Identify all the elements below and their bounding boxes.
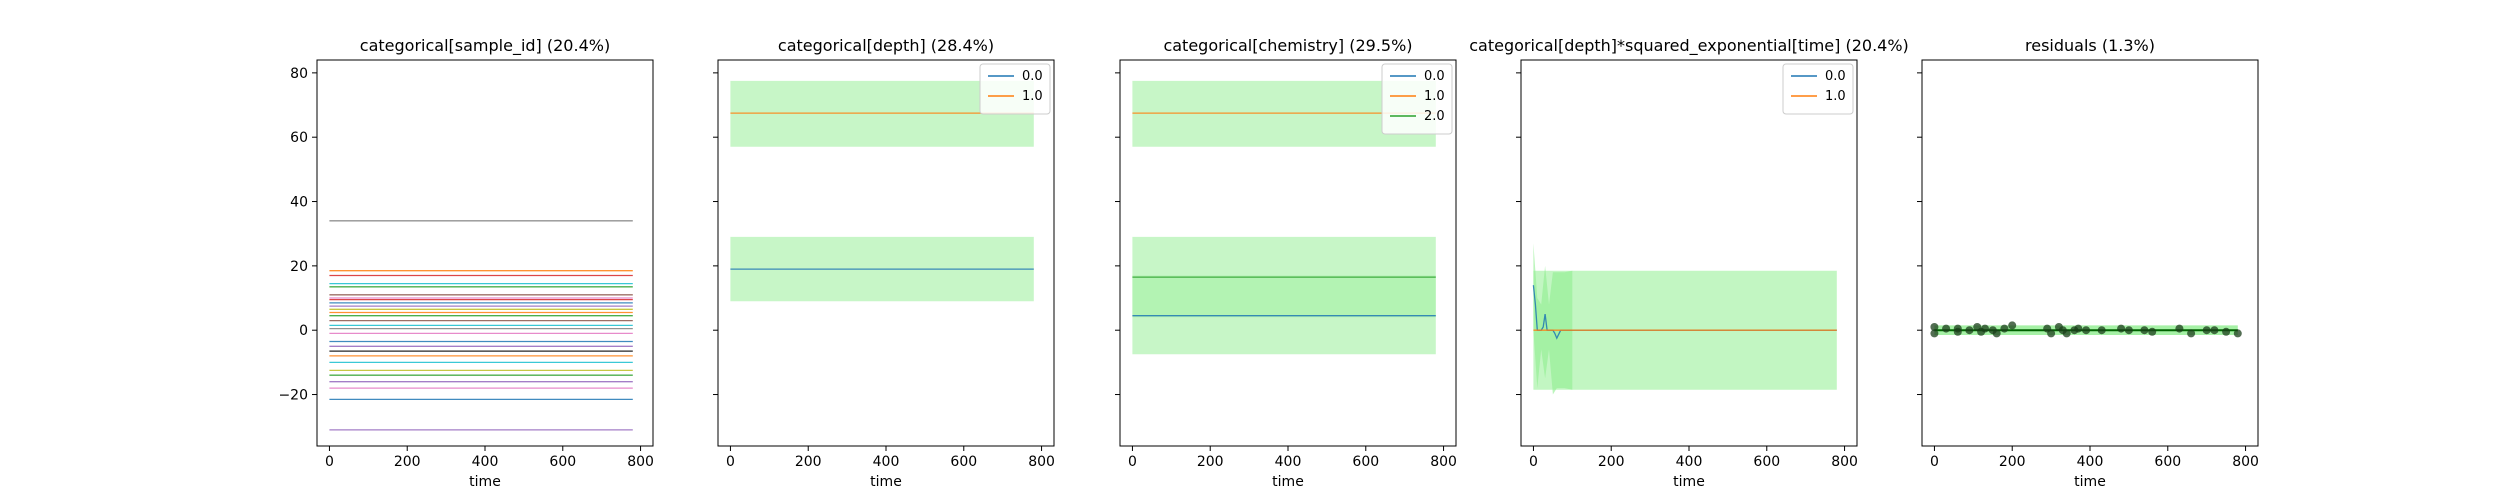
plot-area [1132, 80, 1436, 355]
confidence-band-1 [730, 80, 1034, 147]
y-tick-label: 60 [290, 130, 308, 146]
x-axis-label: time [1272, 474, 1304, 490]
x-tick-label: 400 [1275, 454, 1302, 470]
residual-point [2202, 326, 2211, 335]
y-tick-label: 20 [290, 259, 308, 275]
residual-point [2097, 326, 2106, 335]
x-tick-label: 800 [1831, 454, 1858, 470]
residual-point [1930, 329, 1939, 338]
legend-label: 0.0 [1022, 69, 1043, 84]
x-axis-label: time [1673, 474, 1705, 490]
legend-label: 1.0 [1022, 89, 1043, 104]
residual-point [2008, 321, 2017, 330]
legend: 0.0 1.0 2.0 [1381, 63, 1453, 135]
x-tick-label: 400 [2077, 454, 2104, 470]
x-tick-label: 200 [795, 454, 822, 470]
residual-point [1953, 327, 1962, 336]
residual-point [2210, 326, 2219, 335]
x-tick-label: 0 [1930, 454, 1939, 470]
residual-point [2000, 324, 2009, 333]
chart-title: categorical[chemistry] (29.5%) [1163, 36, 1412, 55]
x-tick-label: 200 [1999, 454, 2026, 470]
chart-title: categorical[depth]*squared_exponential[t… [1469, 36, 1909, 56]
y-tick-label: 80 [290, 66, 308, 82]
residual-point [1942, 324, 1951, 333]
legend-label: 2.0 [1424, 109, 1445, 124]
residual-point [2082, 326, 2091, 335]
confidence-band-2 [1533, 243, 1573, 395]
residual-point [2233, 329, 2242, 338]
residual-point [2047, 329, 2056, 338]
chart-title: residuals (1.3%) [2025, 36, 2155, 55]
legend-label: 0.0 [1424, 69, 1445, 84]
residual-point [2124, 326, 2133, 335]
residual-point [2175, 324, 2184, 333]
residual-point [2187, 329, 2196, 338]
residual-point [1981, 324, 1989, 333]
y-tick-label: 40 [290, 195, 308, 211]
x-tick-label: 0 [726, 454, 735, 470]
residual-point [2117, 324, 2126, 333]
x-tick-label: 400 [1676, 454, 1703, 470]
confidence-band-2 [1132, 236, 1436, 355]
x-tick-label: 600 [2154, 454, 2181, 470]
residual-point [2074, 324, 2083, 333]
panel-1: 0 200 400 600 800 −20 0 20 40 60 80 categorical[sam… [278, 36, 653, 490]
x-tick-label: 0 [325, 454, 334, 470]
legend-label: 1.0 [1825, 89, 1846, 104]
residual-point [1930, 323, 1939, 331]
y-tick-label: 0 [299, 323, 308, 339]
x-axis-label: time [2074, 474, 2106, 490]
x-tick-label: 0 [1128, 454, 1137, 470]
chart-title: categorical[depth] (28.4%) [778, 36, 994, 55]
y-tick-label: −20 [278, 388, 308, 404]
x-tick-label: 800 [627, 454, 654, 470]
legend-label: 1.0 [1424, 89, 1445, 104]
residual-point [1965, 326, 1974, 335]
legend: 0.01.0 [979, 63, 1051, 115]
panel-2: 0 200 400 600 800 categorical[depth] (28.4%) t… [713, 36, 1055, 490]
x-tick-label: 600 [549, 454, 576, 470]
x-axis-label: time [870, 474, 902, 490]
residual-point [2222, 327, 2231, 336]
x-tick-label: 200 [1197, 454, 1224, 470]
plot-area [1930, 321, 2242, 338]
residual-point [1992, 329, 2001, 338]
x-tick-label: 400 [472, 454, 499, 470]
axes-frame [1921, 59, 2259, 447]
residual-point [2062, 329, 2071, 338]
panel-3: 0 200 400 600 800 categorical[chemistry] (29.… [1115, 36, 1457, 490]
confidence-band-1 [1132, 80, 1436, 147]
x-tick-label: 200 [394, 454, 421, 470]
chart-title: categorical[sample_id] (20.4%) [360, 36, 610, 56]
residual-point [2140, 326, 2149, 335]
legend-label: 0.0 [1825, 69, 1846, 84]
legend: 0.01.0 [1782, 63, 1854, 115]
x-axis-label: time [469, 474, 501, 490]
x-tick-label: 800 [1028, 454, 1055, 470]
x-tick-label: 600 [1753, 454, 1780, 470]
panel-4: 0 200 400 600 800 categorical[depth]*squared_… [1469, 36, 1909, 490]
residual-point [2148, 327, 2157, 336]
plot-area [1532, 243, 1837, 395]
plot-area [329, 220, 633, 431]
panel-5: 0 200 400 600 800 residuals (1.3%) time [1917, 36, 2259, 490]
x-tick-label: 600 [950, 454, 977, 470]
x-tick-label: 800 [2232, 454, 2259, 470]
confidence-band-3 [1132, 275, 1436, 318]
x-tick-label: 600 [1352, 454, 1379, 470]
x-tick-label: 200 [1598, 454, 1625, 470]
plot-area [730, 80, 1034, 302]
x-tick-label: 0 [1529, 454, 1538, 470]
x-tick-label: 800 [1430, 454, 1457, 470]
x-tick-label: 400 [873, 454, 900, 470]
